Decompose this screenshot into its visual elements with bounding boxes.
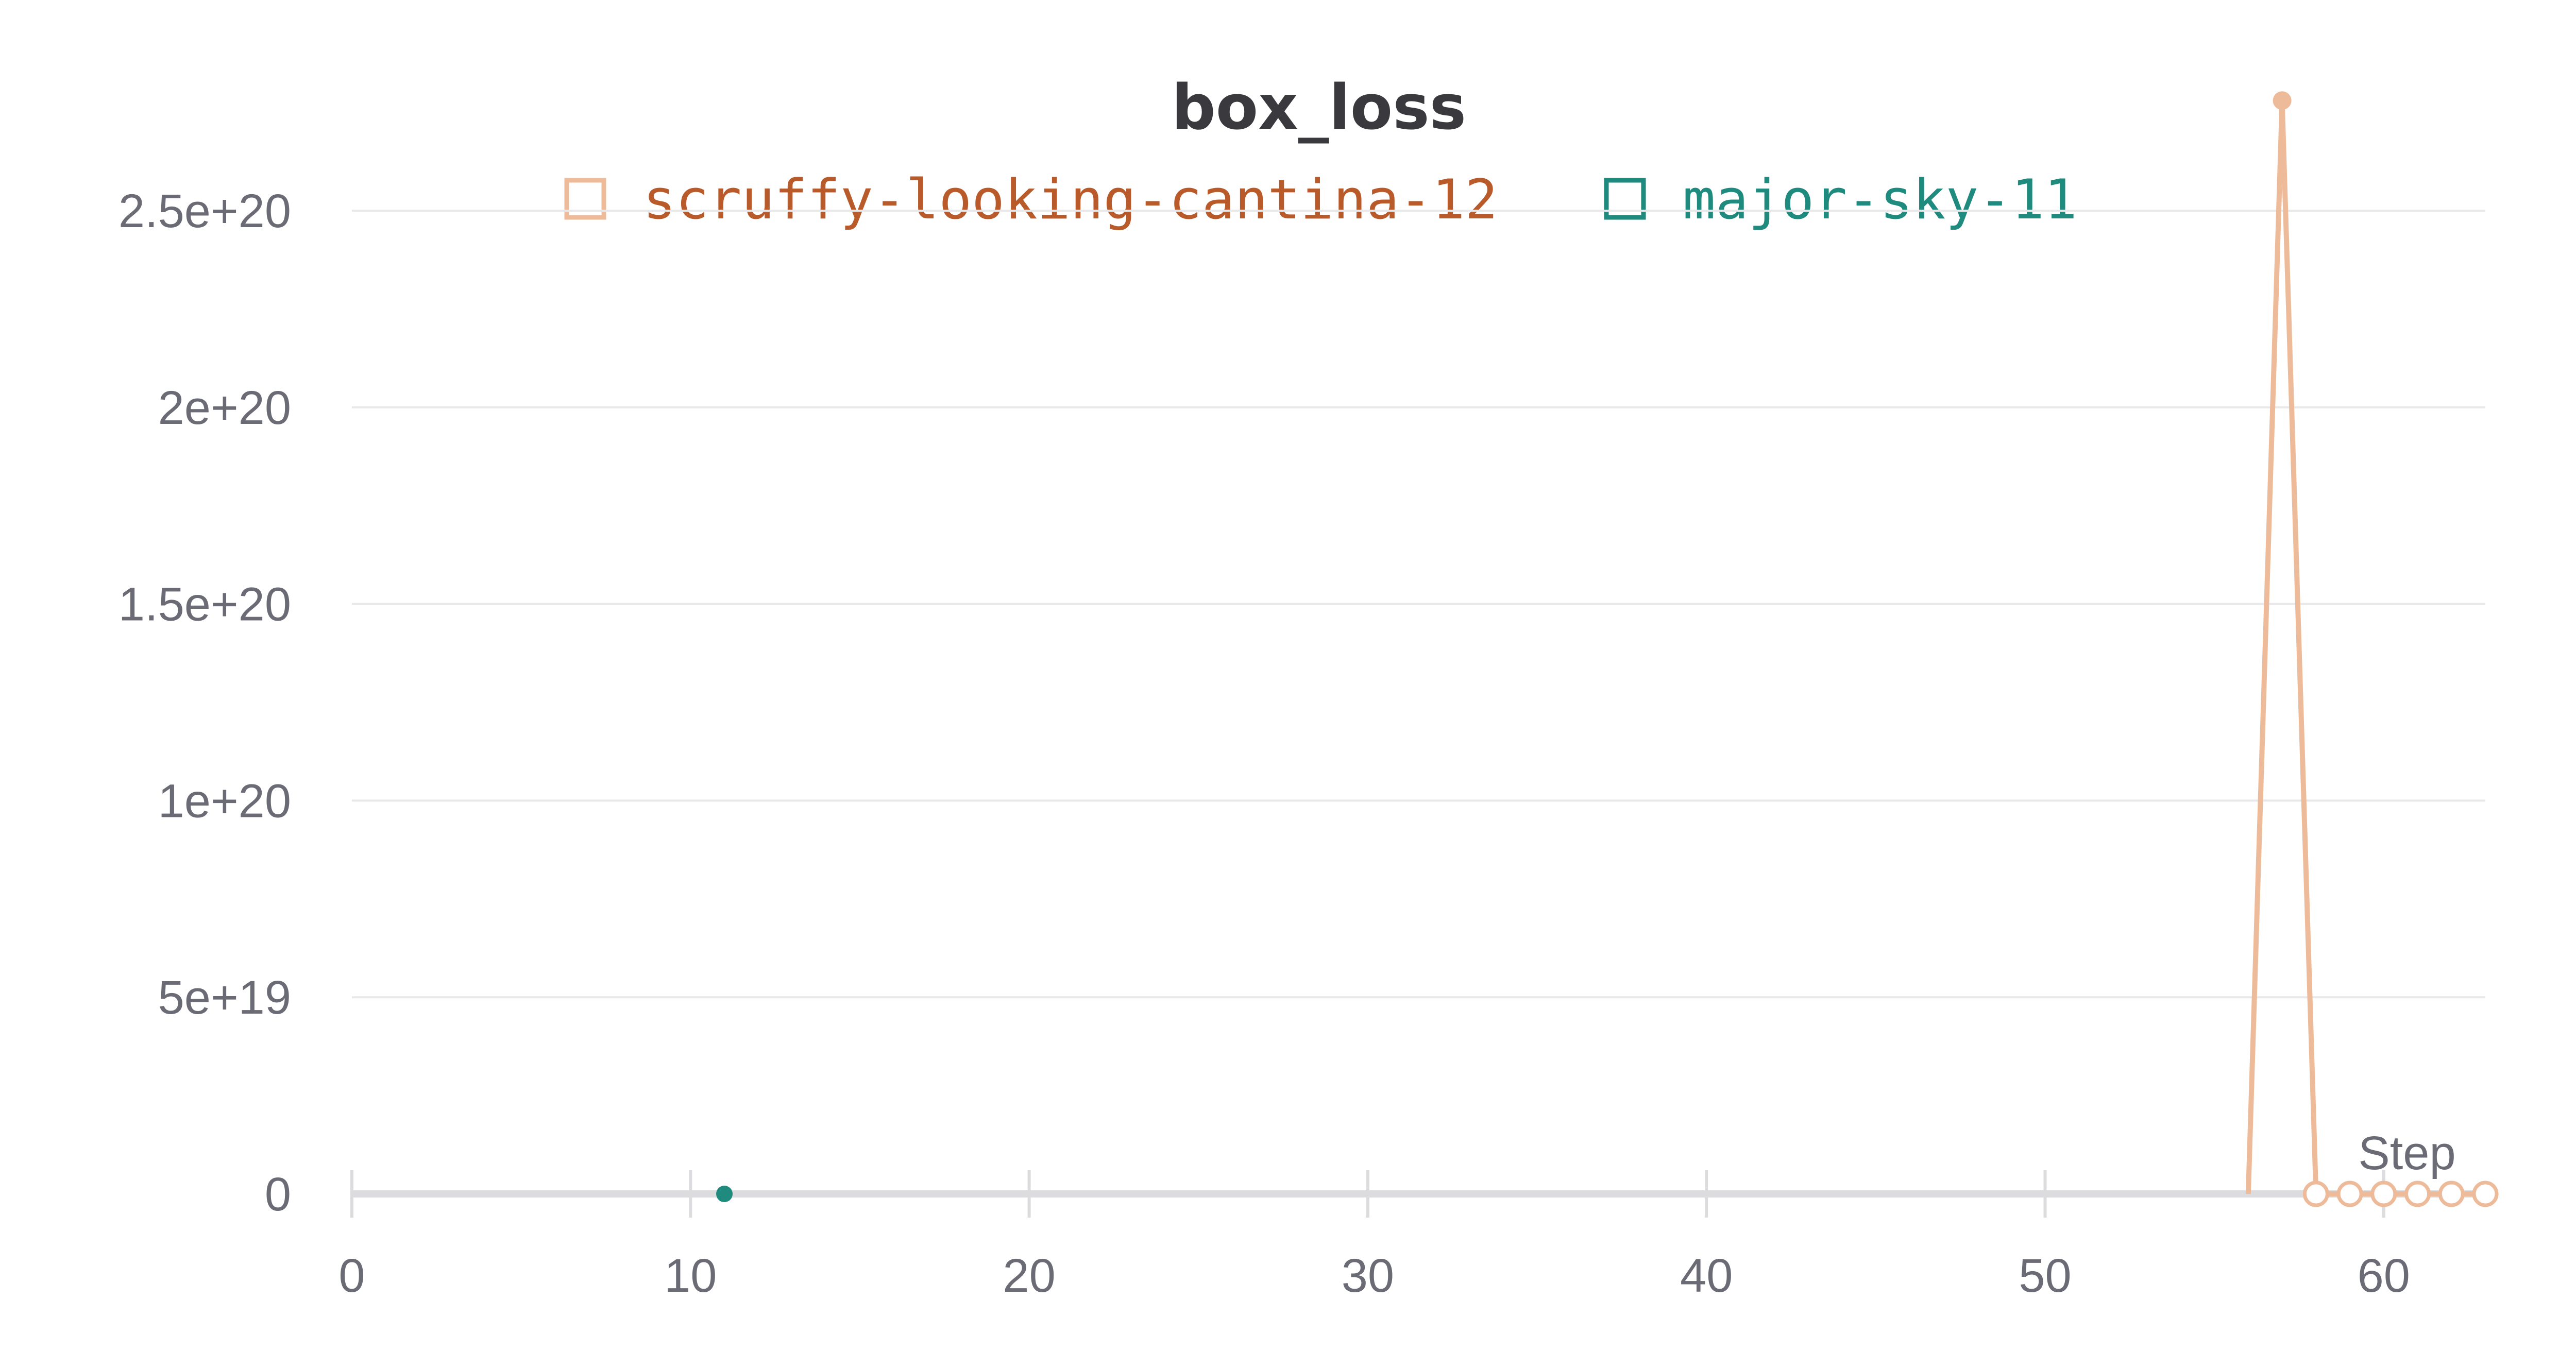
x-tick-label-1: 10: [664, 1250, 717, 1302]
y-tick-label-0: 0: [265, 1168, 291, 1221]
plot-series: [716, 91, 2499, 1207]
data-point-scruffy-looking-cantina-12-5: [2404, 1181, 2431, 1207]
x-axis-title: Step: [2358, 1127, 2455, 1179]
legend-swatch-scruffy-looking-cantina-12: [564, 178, 606, 220]
y-tick-label-5: 2.5e+20: [118, 185, 291, 237]
y-tick-label-3: 1.5e+20: [118, 578, 291, 631]
x-tick-label-2: 20: [1003, 1250, 1055, 1302]
legend-label-major-sky-11: major-sky-11: [1683, 168, 2077, 231]
data-point-scruffy-looking-cantina-12-3: [2336, 1181, 2363, 1207]
y-tick-label-1: 5e+19: [158, 971, 291, 1024]
grid-lines: [352, 210, 2485, 999]
x-tick-label-4: 40: [1680, 1250, 1733, 1302]
data-point-major-sky-11-0: [716, 1186, 733, 1202]
x-axis: 0 10 20 30 40 50 60: [338, 1170, 2485, 1302]
data-point-scruffy-looking-cantina-12-2: [2302, 1181, 2329, 1207]
y-tick-label-4: 2e+20: [158, 382, 291, 434]
legend-item-major-sky-11[interactable]: major-sky-11: [1604, 168, 2077, 231]
legend-swatch-major-sky-11: [1604, 178, 1646, 220]
legend-item-scruffy-looking-cantina-12[interactable]: scruffy-looking-cantina-12: [564, 168, 1498, 231]
y-tick-label-2: 1e+20: [158, 775, 291, 827]
x-tick-label-0: 0: [338, 1250, 365, 1302]
x-tick-label-3: 30: [1342, 1250, 1394, 1302]
data-point-scruffy-looking-cantina-12-6: [2438, 1181, 2465, 1207]
data-point-scruffy-looking-cantina-12-4: [2370, 1181, 2397, 1207]
x-tick-label-5: 50: [2019, 1250, 2071, 1302]
series-line-scruffy-looking-cantina-12: [2245, 98, 2485, 1196]
y-axis-ticks: 0 5e+19 1e+20 1.5e+20 2e+20 2.5e+20: [118, 185, 291, 1221]
data-point-scruffy-looking-cantina-12-1: [2273, 91, 2292, 110]
legend-label-scruffy-looking-cantina-12: scruffy-looking-cantina-12: [643, 168, 1498, 231]
chart-title: box_loss: [1172, 72, 1466, 144]
x-tick-label-6: 60: [2358, 1250, 2410, 1302]
data-point-scruffy-looking-cantina-12-7: [2472, 1181, 2499, 1207]
legend: scruffy-looking-cantina-12 major-sky-11: [564, 168, 2077, 231]
